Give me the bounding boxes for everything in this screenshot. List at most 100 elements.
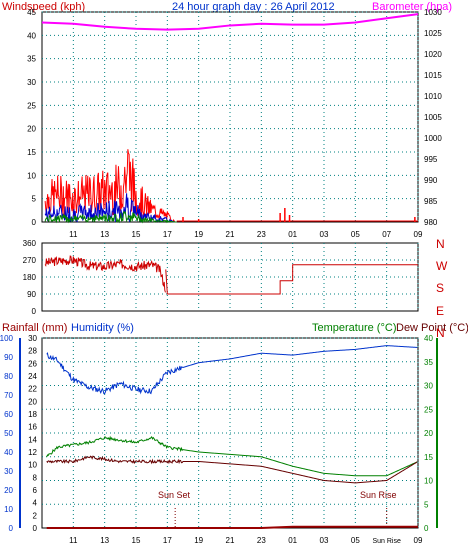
rainfall-line xyxy=(46,525,418,529)
temperature-y-tick: 20 xyxy=(424,429,433,438)
direction-y-tick: 270 xyxy=(23,256,37,265)
wind-y-tick: 20 xyxy=(27,125,36,134)
barometer-y-tick: 1030 xyxy=(424,8,442,17)
humidity-line xyxy=(46,345,418,395)
direction-y-tick: 90 xyxy=(27,290,36,299)
humidity-y-tick: 40 xyxy=(4,448,13,457)
rainfall-y-tick: 10 xyxy=(28,461,37,470)
wind-y-tick: 5 xyxy=(32,195,37,204)
humidity-y-tick: 50 xyxy=(4,429,13,438)
compass-tick: N xyxy=(436,326,445,340)
humidity-y-tick: 10 xyxy=(4,505,13,514)
dewpoint-line xyxy=(46,455,418,484)
wind-y-tick: 35 xyxy=(27,55,36,64)
temperature-y-tick: 35 xyxy=(424,358,433,367)
rainfall-y-tick: 16 xyxy=(28,423,37,432)
rainfall-y-tick: 8 xyxy=(33,473,38,482)
wind-x-tick: 23 xyxy=(257,230,266,239)
rainfall-y-tick: 6 xyxy=(33,486,38,495)
temp-x-tick: 09 xyxy=(414,536,423,545)
barometer-y-tick: 1000 xyxy=(424,134,442,143)
wind-x-tick: 09 xyxy=(414,230,423,239)
wind-y-tick: 45 xyxy=(27,8,36,17)
direction-y-tick: 360 xyxy=(23,239,37,248)
temp-x-tick: 23 xyxy=(257,536,266,545)
wind-direction-step xyxy=(165,264,418,295)
wind-x-tick: 03 xyxy=(320,230,329,239)
wind-x-tick: 17 xyxy=(163,230,172,239)
rainfall-y-tick: 0 xyxy=(33,524,38,533)
rainfall-y-tick: 20 xyxy=(28,397,37,406)
wind-low-line xyxy=(44,210,177,224)
sun-set-label: Sun Set xyxy=(158,490,191,500)
wind-y-tick: 30 xyxy=(27,78,36,87)
temp-x-tick: 17 xyxy=(163,536,172,545)
temp-x-tick: Sun Rise xyxy=(372,538,401,545)
windspeed-axis-label: Windspeed (kph) xyxy=(2,1,85,13)
wind-x-tick: 19 xyxy=(194,230,203,239)
rainfall-y-tick: 18 xyxy=(28,410,37,419)
wind-y-tick: 25 xyxy=(27,101,36,110)
temperature-y-tick: 25 xyxy=(424,405,433,414)
temperature-y-tick: 30 xyxy=(424,382,433,391)
temperature-axis-label: Temperature (°C) xyxy=(312,322,396,334)
wind-y-tick: 40 xyxy=(27,31,36,40)
wind-average-line xyxy=(44,193,177,223)
temperature-y-tick: 15 xyxy=(424,453,433,462)
wind-x-tick: 11 xyxy=(69,230,78,239)
rainfall-y-tick: 2 xyxy=(33,511,38,520)
wind-x-tick: 07 xyxy=(382,230,391,239)
barometer-y-tick: 1020 xyxy=(424,50,442,59)
temp-x-tick: 15 xyxy=(132,536,141,545)
rainfall-y-tick: 14 xyxy=(28,435,37,444)
rainfall-y-tick: 28 xyxy=(28,347,37,356)
wind-y-tick: 10 xyxy=(27,171,36,180)
dewpoint-axis-label: Dew Point (°C) xyxy=(396,322,468,334)
wind-x-tick: 05 xyxy=(351,230,360,239)
wind-x-tick: 15 xyxy=(132,230,141,239)
temp-x-tick: 05 xyxy=(351,536,360,545)
rainfall-axis-label: Rainfall (mm) xyxy=(2,322,67,334)
humidity-y-tick: 90 xyxy=(4,353,13,362)
wind-x-tick: 21 xyxy=(226,230,235,239)
rainfall-y-tick: 24 xyxy=(28,372,37,381)
temp-x-tick: 19 xyxy=(194,536,203,545)
temperature-y-tick: 40 xyxy=(424,334,433,343)
temperature-y-tick: 10 xyxy=(424,477,433,486)
barometer-y-tick: 985 xyxy=(424,197,438,206)
direction-y-tick: 0 xyxy=(32,307,37,316)
barometer-y-tick: 980 xyxy=(424,218,438,227)
rainfall-y-tick: 26 xyxy=(28,359,37,368)
barometer-y-tick: 995 xyxy=(424,155,438,164)
barometer-y-tick: 1005 xyxy=(424,113,442,122)
compass-tick: N xyxy=(436,237,445,251)
wind-x-tick: 01 xyxy=(288,230,297,239)
compass-tick: E xyxy=(436,304,444,318)
direction-y-tick: 180 xyxy=(23,273,37,282)
rainfall-y-tick: 12 xyxy=(28,448,37,457)
wind-x-tick: 13 xyxy=(100,230,109,239)
wind-y-tick: 15 xyxy=(27,148,36,157)
temp-x-tick: 01 xyxy=(288,536,297,545)
sun-rise-label: Sun Rise xyxy=(360,490,397,500)
temp-x-tick: 11 xyxy=(69,536,78,545)
humidity-y-tick: 30 xyxy=(4,467,13,476)
temp-x-tick: 21 xyxy=(226,536,235,545)
humidity-axis-label: Humidity (%) xyxy=(71,322,134,334)
temp-x-tick: 13 xyxy=(100,536,109,545)
humidity-y-tick: 70 xyxy=(4,391,13,400)
humidity-y-tick: 20 xyxy=(4,486,13,495)
humidity-y-tick: 80 xyxy=(4,372,13,381)
temp-x-tick: 03 xyxy=(320,536,329,545)
rainfall-y-tick: 4 xyxy=(33,499,38,508)
chart-title: 24 hour graph day : 26 April 2012 xyxy=(172,1,335,13)
wind-direction-line xyxy=(44,255,166,293)
rainfall-y-tick: 22 xyxy=(28,385,37,394)
wind-y-tick: 0 xyxy=(32,218,37,227)
barometer-y-tick: 1025 xyxy=(424,29,442,38)
humidity-y-tick: 100 xyxy=(0,334,14,343)
barometer-axis-label: Barometer (hpa) xyxy=(372,1,452,13)
compass-tick: S xyxy=(436,281,444,295)
temperature-y-tick: 0 xyxy=(424,524,429,533)
